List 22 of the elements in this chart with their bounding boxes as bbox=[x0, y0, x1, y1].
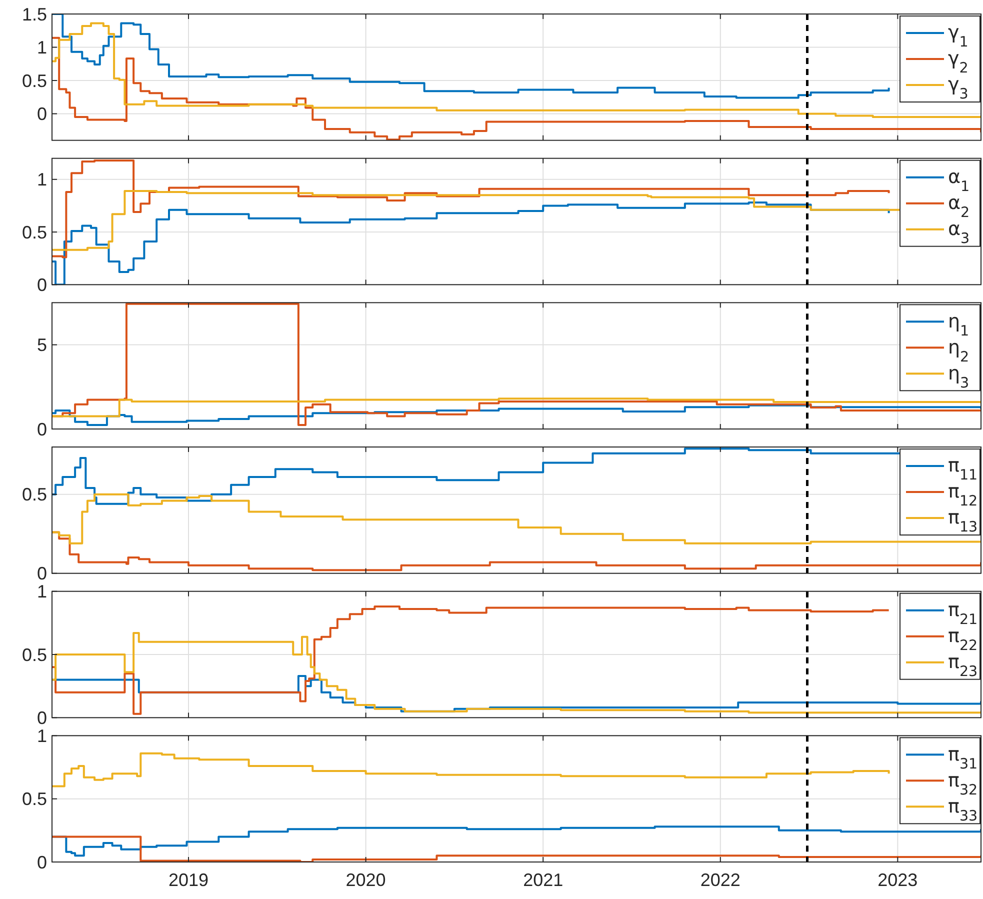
y-tick-label: 0 bbox=[36, 564, 47, 584]
y-tick-label: 0 bbox=[36, 419, 47, 440]
y-tick-label: 0.5 bbox=[22, 789, 47, 810]
y-tick-label: 5 bbox=[36, 335, 47, 356]
y-tick-label: 0.5 bbox=[22, 222, 47, 242]
x-tick-label: 2019 bbox=[168, 870, 209, 890]
y-tick-label: 0 bbox=[36, 274, 47, 295]
x-tick-label: 2023 bbox=[878, 870, 918, 890]
x-tick-label: 2021 bbox=[523, 870, 564, 890]
y-tick-label: 1 bbox=[36, 170, 47, 190]
y-tick-label: 0 bbox=[36, 104, 47, 124]
y-tick-label: 0.5 bbox=[22, 70, 47, 91]
y-tick-label: 1 bbox=[36, 38, 47, 58]
x-tick-label: 2020 bbox=[346, 870, 386, 890]
y-tick-label: 0 bbox=[36, 708, 47, 728]
x-tick-label: 2022 bbox=[700, 870, 740, 890]
y-tick-label: 1.5 bbox=[22, 4, 47, 24]
y-tick-label: 0.5 bbox=[22, 644, 47, 665]
y-tick-label: 0.5 bbox=[22, 484, 47, 505]
y-tick-label: 1 bbox=[36, 726, 47, 746]
y-tick-label: 0 bbox=[36, 852, 47, 872]
y-tick-label: 1 bbox=[36, 582, 47, 602]
